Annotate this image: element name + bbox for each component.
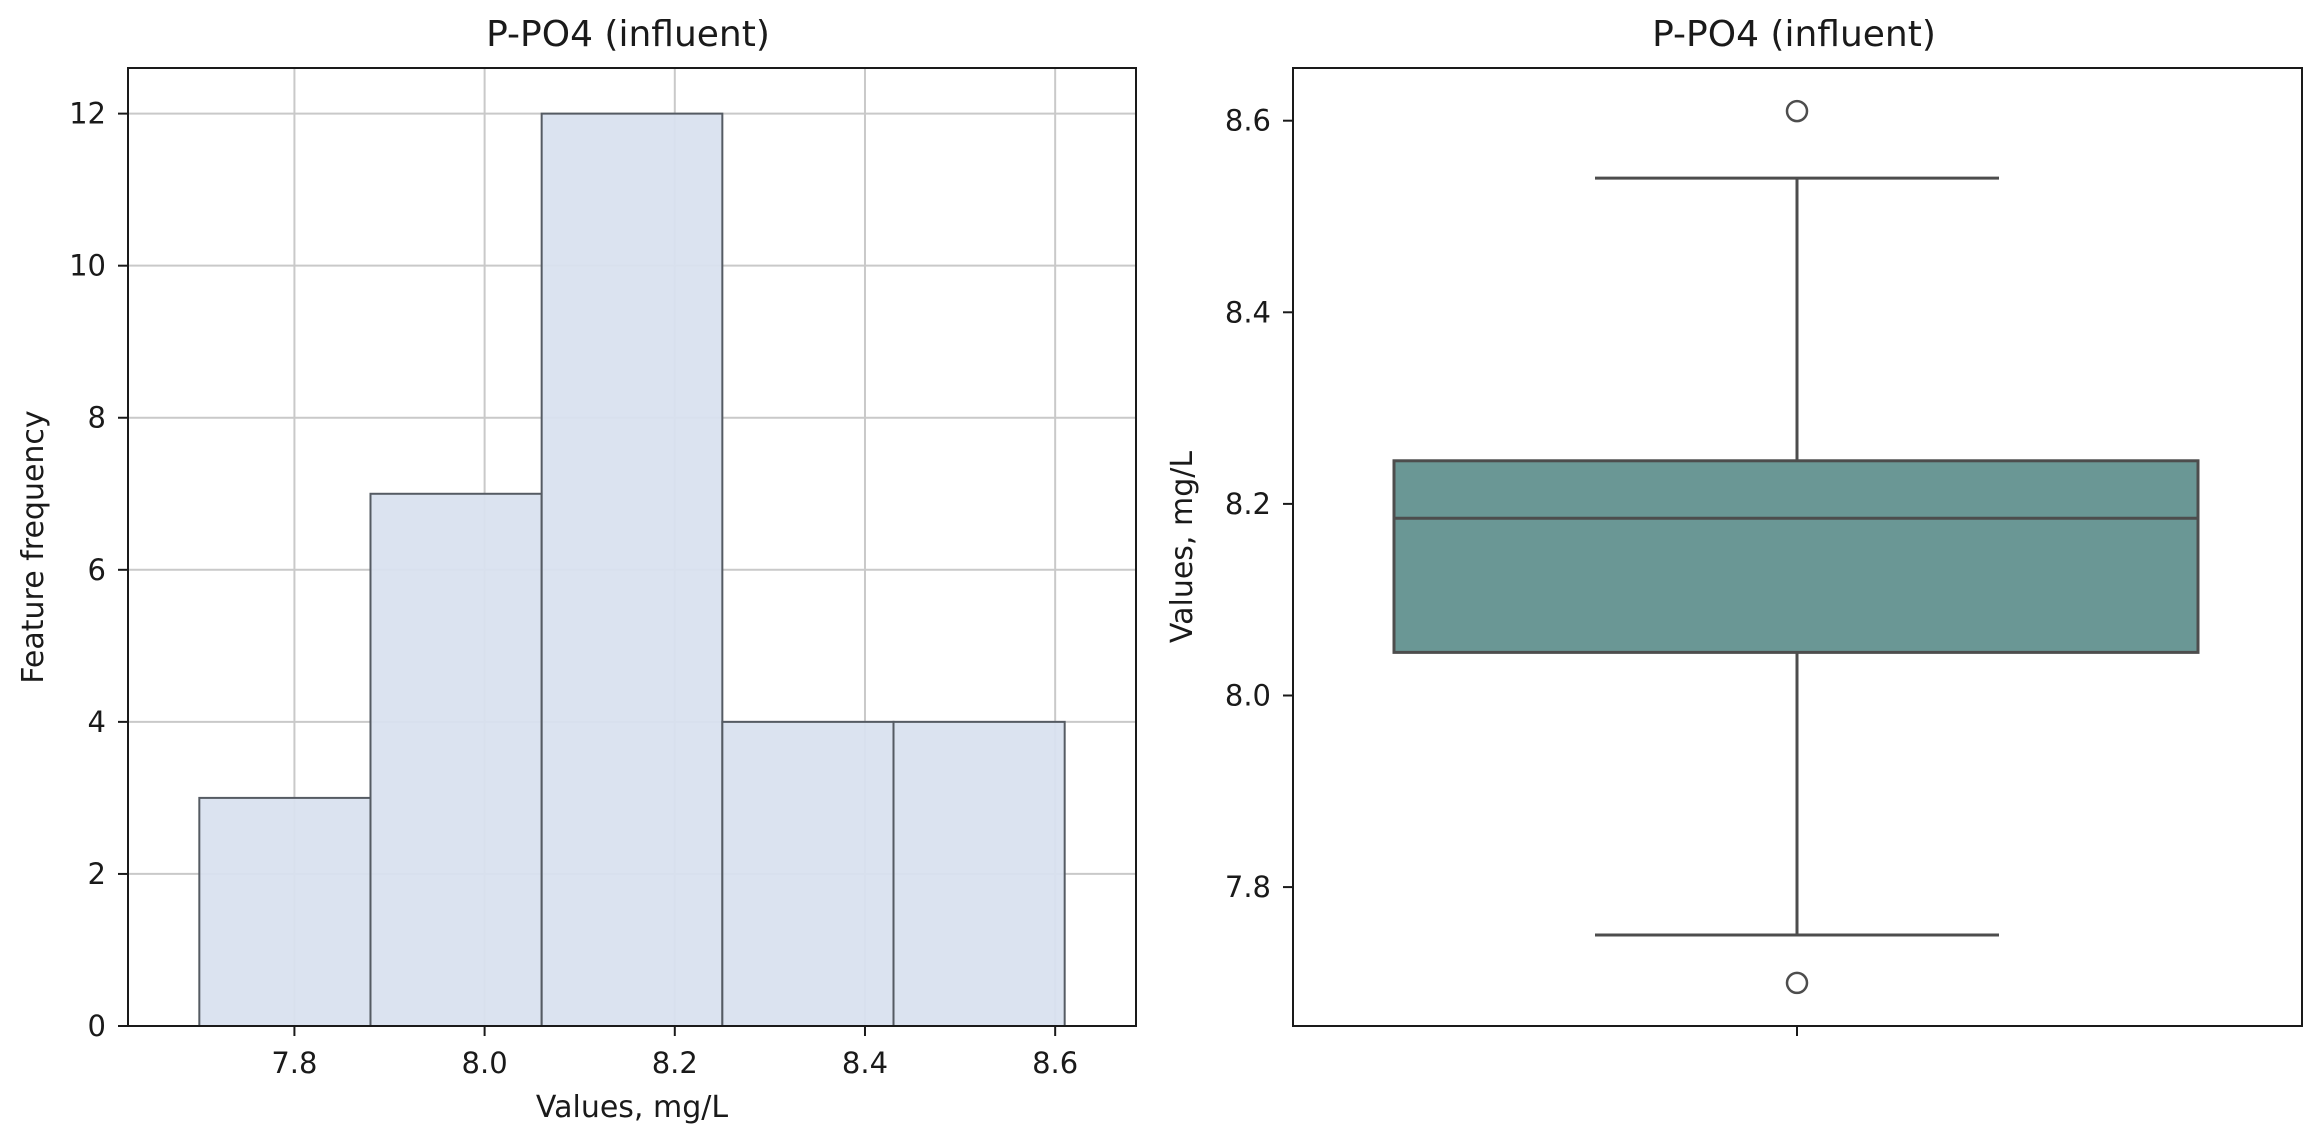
histogram-bar bbox=[892, 720, 1066, 1027]
histogram-y-tick-label: 8 bbox=[88, 401, 106, 435]
histogram-x-tick-label: 8.6 bbox=[1032, 1046, 1078, 1080]
boxplot-y-tick-label: 7.8 bbox=[1225, 870, 1271, 904]
boxplot-y-tick-label: 8.0 bbox=[1225, 678, 1271, 712]
histogram-x-tick-label: 8.4 bbox=[842, 1046, 888, 1080]
histogram-y-tick-label: 12 bbox=[69, 97, 106, 131]
histogram-y-tick-label: 10 bbox=[69, 249, 106, 283]
histogram-x-tick-label: 8.0 bbox=[462, 1046, 508, 1080]
boxplot-y-tick-label: 8.4 bbox=[1225, 295, 1271, 329]
boxplot-y-tick-label: 8.2 bbox=[1225, 487, 1271, 521]
histogram-bars bbox=[198, 112, 1066, 1028]
boxplot-y-axis-label: Values, mg/L bbox=[1165, 451, 1200, 643]
histogram-x-axis-label: Values, mg/L bbox=[536, 1090, 728, 1125]
histogram-x-tick-label: 8.2 bbox=[652, 1046, 698, 1080]
histogram-title: P-PO4 (influent) bbox=[486, 14, 770, 55]
boxplot-y-tick-label: 8.6 bbox=[1225, 104, 1271, 138]
boxplot-outlier-point bbox=[1785, 971, 1809, 995]
boxplot-y-ticks: 7.8 8.0 8.2 8.4 8.6 bbox=[1225, 104, 1293, 904]
boxplot-panel: P-PO4 (influent) 7.8 8.0 8.2 8.4 8.6 Values,… bbox=[1165, 14, 2303, 1036]
histogram-y-tick-label: 4 bbox=[88, 705, 106, 739]
histogram-y-ticks: 0 2 4 6 8 10 12 bbox=[69, 97, 128, 1043]
histogram-panel: P-PO4 (influent) 7.8 8.0 8.2 8.4 8.6 0 2 4 6 8 10… bbox=[16, 14, 1137, 1125]
histogram-bar bbox=[721, 720, 895, 1027]
boxplot-title: P-PO4 (influent) bbox=[1652, 14, 1936, 55]
boxplot-outlier-point bbox=[1785, 99, 1809, 123]
histogram-bar bbox=[369, 492, 543, 1027]
boxplot-elements bbox=[1392, 99, 2200, 995]
histogram-x-tick-label: 7.8 bbox=[271, 1046, 317, 1080]
histogram-x-ticks: 7.8 8.0 8.2 8.4 8.6 bbox=[271, 1026, 1078, 1080]
histogram-axes-frame bbox=[127, 67, 1137, 1027]
histogram-y-axis-label: Feature frequency bbox=[16, 410, 51, 683]
histogram-bar bbox=[540, 112, 724, 1028]
histogram-bar bbox=[198, 796, 372, 1028]
histogram-y-tick-label: 2 bbox=[88, 857, 106, 891]
histogram-y-tick-label: 6 bbox=[88, 553, 106, 587]
boxplot-box bbox=[1392, 459, 2200, 654]
histogram-y-tick-label: 0 bbox=[88, 1009, 106, 1043]
